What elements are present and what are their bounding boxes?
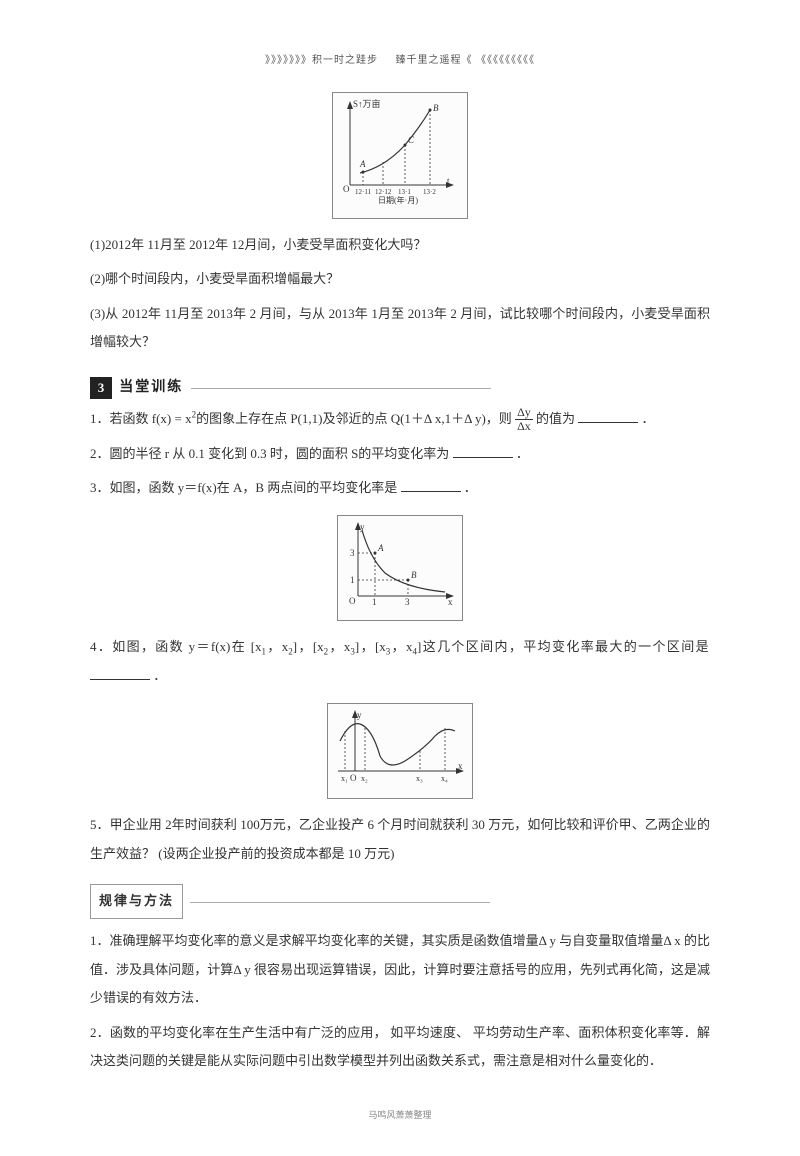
training-q4: 4．如图，函数 y＝f(x)在 [x1，x2]，[x2，x3]，[x3，x4]这…: [90, 633, 710, 690]
part1-q2: (2)哪个时间段内，小麦受旱面积增幅最大？: [90, 265, 710, 294]
q3-a: 3．如图，函数 y＝f(x)在 A，B 两点间的平均变化率是: [90, 480, 401, 495]
chart1-box: S↑万亩 t O A C B 12·11 12·12 13·1 13·2 日期(…: [332, 92, 468, 219]
q4-h: ．: [153, 668, 166, 683]
training-q2: 2．圆的半径 r 从 0.1 变化到 0.3 时，圆的面积 S的平均变化率为 ．: [90, 440, 710, 469]
q1-b: 的图象上存在点 P(1,1)及邻近的点 Q(1＋Δ x,1＋Δ y)，则: [196, 411, 512, 426]
training-q5: 5．甲企业用 2年时间获利 100万元，乙企业投产 6 个月时间就获利 30 万…: [90, 811, 710, 868]
q3-blank: [401, 478, 461, 492]
q4-d: ，x: [328, 639, 350, 654]
q1-c: 的值为: [536, 411, 578, 426]
method-rule: [190, 902, 490, 903]
method-banner: 规律与方法: [90, 884, 710, 919]
chart1-pa: A: [359, 159, 366, 169]
chart2-svg: y x O 3 1 1 3 A B: [340, 518, 460, 608]
q1-frac-num: Δy: [515, 406, 533, 420]
chart1-xlabel: 日期(年·月): [378, 195, 418, 205]
chart1-origin: O: [343, 184, 350, 194]
section3-banner: 3 当堂训练: [90, 373, 710, 395]
footer: 马鸣风萧萧整理: [90, 1106, 710, 1126]
rules-r1: 1．准确理解平均变化率的意义是求解平均变化率的关键，其实质是函数值增量Δ y 与…: [90, 927, 710, 1013]
q4-g: ]这几个区间内，平均变化率最大的一个区间是: [417, 639, 710, 654]
chart3-x2: x₂: [361, 774, 368, 783]
q4-f: ，x: [390, 639, 412, 654]
chart1-pb: B: [433, 103, 439, 113]
chart1-container: S↑万亩 t O A C B 12·11 12·12 13·1 13·2 日期(…: [90, 92, 710, 219]
chart3-box: y x O x₁ x₂ x₃ x₄: [327, 703, 473, 800]
method-title: 规律与方法: [90, 884, 183, 919]
page-container: 》》》》》》》积一时之跬步 臻千里之遥程《 《《《《《《《《《 S↑万亩 t O…: [0, 0, 800, 1156]
chart2-y3: 3: [350, 548, 355, 558]
chart2-y1: 1: [350, 575, 355, 585]
q4-e: ]，[x: [355, 639, 386, 654]
chart1-svg: S↑万亩 t O A C B 12·11 12·12 13·1 13·2 日期(…: [335, 95, 465, 205]
quote-left: 》》》》》》》积一时之跬步: [265, 55, 378, 66]
rules-r2: 2．函数的平均变化率在生产生活中有广泛的应用， 如平均速度、 平均劳动生产率、面…: [90, 1019, 710, 1076]
chart1-x3: 13·1: [398, 188, 411, 196]
chart1-x1: 12·11: [355, 188, 372, 196]
header-quote: 》》》》》》》积一时之跬步 臻千里之遥程《 《《《《《《《《《: [90, 50, 710, 72]
q1-blank: [578, 409, 638, 423]
section3-rule: [191, 388, 491, 389]
chart2-o: O: [349, 596, 356, 606]
chart1-x2: 12·12: [375, 188, 392, 196]
q1-frac-den: Δx: [515, 420, 533, 433]
q1-a: 1．若函数 f(x) = x: [90, 411, 192, 426]
chart3-o: O: [350, 773, 357, 783]
chart2-A: A: [377, 543, 384, 553]
q2-blank: [453, 444, 513, 458]
chart2-x1: 1: [372, 597, 377, 607]
chart1-x4: 13·2: [423, 188, 436, 196]
chart1-pc: C: [408, 135, 415, 145]
chart3-x3: x₃: [416, 774, 423, 783]
chart3-x4: x₄: [441, 774, 448, 783]
chart2-B: B: [411, 570, 417, 580]
part1-q1: (1)2012年 11月至 2012年 12月间，小麦受旱面积变化大吗？: [90, 231, 710, 260]
training-q1: 1．若函数 f(x) = x2的图象上存在点 P(1,1)及邻近的点 Q(1＋Δ…: [90, 405, 710, 434]
q1-frac: Δy Δx: [515, 406, 533, 433]
q4-blank: [90, 666, 150, 680]
chart3-x: x: [458, 761, 463, 771]
q4-a: 4．如图，函数 y＝f(x)在 [x: [90, 639, 262, 654]
chart3-svg: y x O x₁ x₂ x₃ x₄: [330, 706, 470, 786]
section3-number: 3: [90, 377, 112, 399]
section3-title: 当堂训练: [119, 373, 183, 404]
training-q3: 3．如图，函数 y＝f(x)在 A，B 两点间的平均变化率是 ．: [90, 474, 710, 503]
q4-c: ]，[x: [293, 639, 324, 654]
chart2-x3: 3: [405, 597, 410, 607]
chart2-x: x: [448, 597, 453, 607]
q2-a: 2．圆的半径 r 从 0.1 变化到 0.3 时，圆的面积 S的平均变化率为: [90, 446, 453, 461]
chart3-x1: x₁: [341, 774, 348, 783]
quote-right: 臻千里之遥程《 《《《《《《《《《: [396, 55, 536, 66]
q1-d: ．: [642, 411, 655, 426]
chart3-container: y x O x₁ x₂ x₃ x₄: [90, 703, 710, 800]
chart2-box: y x O 3 1 1 3 A B: [337, 515, 463, 622]
q2-b: ．: [516, 446, 529, 461]
q3-b: ．: [464, 480, 477, 495]
chart3-y: y: [357, 710, 362, 720]
chart2-container: y x O 3 1 1 3 A B: [90, 515, 710, 622]
chart1-ylabel: S↑万亩: [353, 98, 381, 109]
part1-q3: (3)从 2012年 11月至 2013年 2 月间，与从 2013年 1月至 …: [90, 300, 710, 357]
q4-b: ，x: [266, 639, 288, 654]
